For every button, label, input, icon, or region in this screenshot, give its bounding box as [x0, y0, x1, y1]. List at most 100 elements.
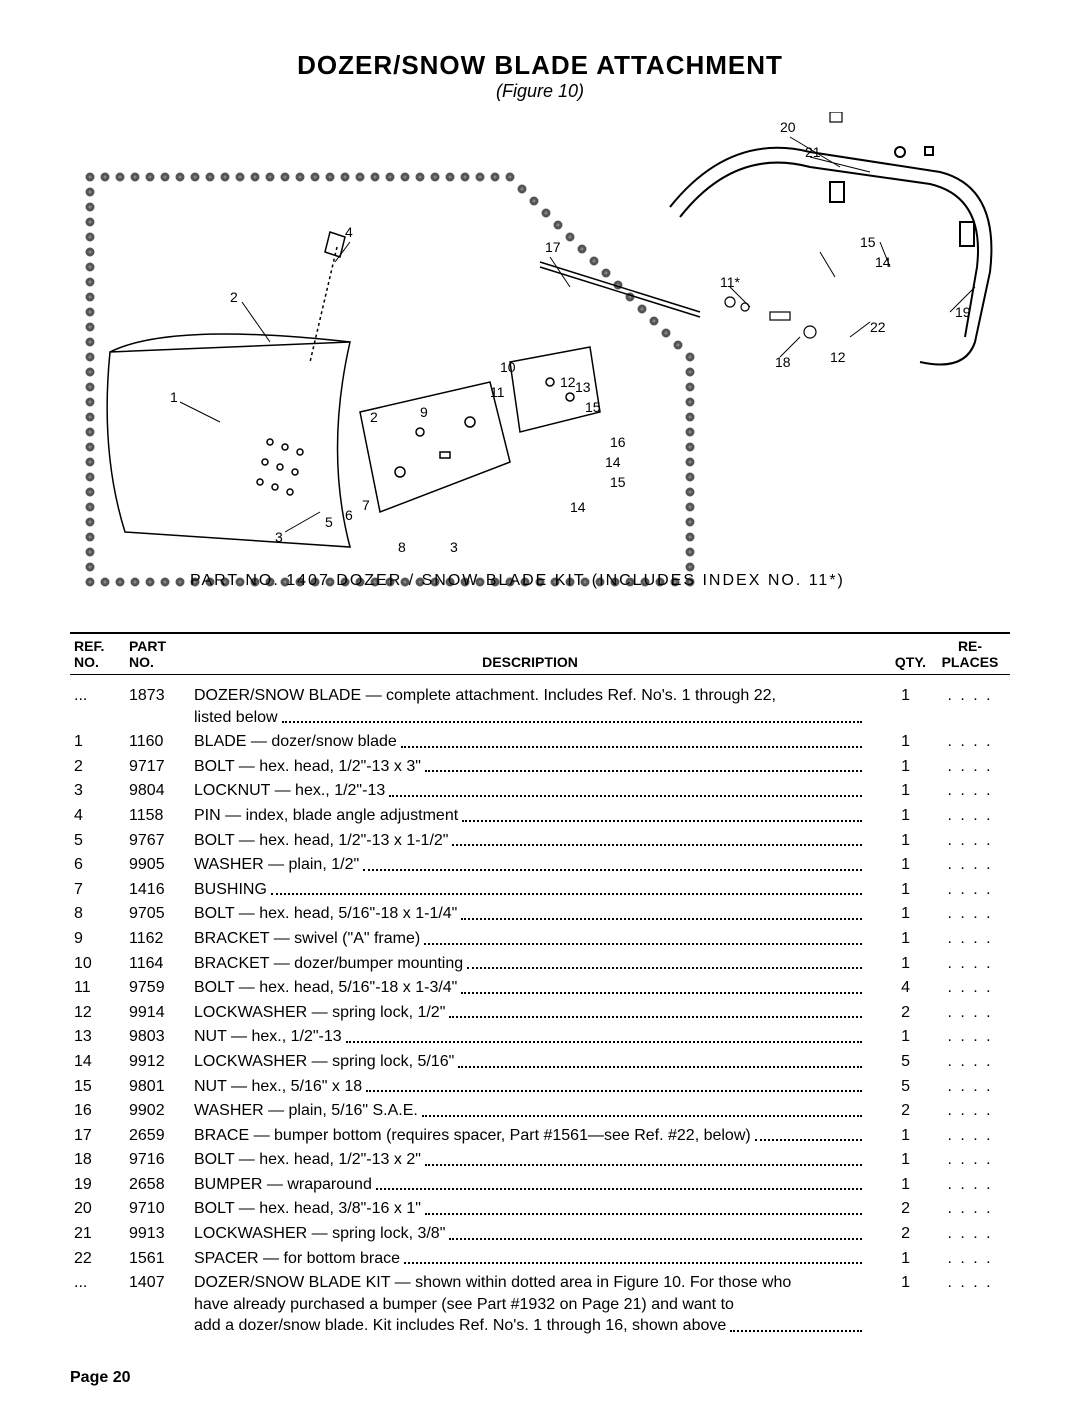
- table-row: 119759BOLT — hex. head, 5/16"-18 x 1-3/4…: [70, 976, 1010, 1001]
- cell-ref: 14: [70, 1049, 125, 1074]
- cell-ref: 5: [70, 828, 125, 853]
- cell-desc: BLADE — dozer/snow blade: [190, 730, 870, 755]
- col-part: PART NO.: [125, 633, 190, 675]
- cell-part: 9759: [125, 976, 190, 1001]
- table-row: 169902WASHER — plain, 5/16" S.A.E.2. . .…: [70, 1099, 1010, 1124]
- svg-text:22: 22: [870, 319, 886, 335]
- svg-text:16: 16: [610, 434, 626, 450]
- cell-ref: 2: [70, 754, 125, 779]
- svg-text:11*: 11*: [720, 274, 741, 290]
- cell-part: 9803: [125, 1025, 190, 1050]
- table-row: 29717BOLT — hex. head, 1/2"-13 x 3"1. . …: [70, 754, 1010, 779]
- svg-text:7: 7: [362, 497, 370, 513]
- cell-part: 2658: [125, 1172, 190, 1197]
- svg-text:15: 15: [860, 234, 876, 250]
- cell-desc: BOLT — hex. head, 1/2"-13 x 1-1/2": [190, 828, 870, 853]
- svg-text:14: 14: [875, 254, 891, 270]
- cell-part: 2659: [125, 1123, 190, 1148]
- cell-ref: ...: [70, 1271, 125, 1339]
- cell-ref: 19: [70, 1172, 125, 1197]
- table-row: 71416BUSHING1. . . .: [70, 877, 1010, 902]
- table-row: 209710BOLT — hex. head, 3/8"-16 x 1"2. .…: [70, 1197, 1010, 1222]
- cell-part: 1164: [125, 951, 190, 976]
- svg-text:4: 4: [345, 224, 353, 240]
- svg-text:1: 1: [170, 389, 178, 405]
- cell-replaces: . . . .: [930, 1099, 1010, 1124]
- cell-qty: 2: [870, 1099, 930, 1124]
- cell-ref: 11: [70, 976, 125, 1001]
- cell-part: 9710: [125, 1197, 190, 1222]
- svg-text:17: 17: [545, 239, 561, 255]
- svg-text:11: 11: [490, 384, 505, 400]
- cell-part: 9705: [125, 902, 190, 927]
- cell-qty: 1: [870, 779, 930, 804]
- table-row: 219913LOCKWASHER — spring lock, 3/8"2. .…: [70, 1222, 1010, 1247]
- page-subtitle: (Figure 10): [70, 81, 1010, 102]
- cell-desc: DOZER/SNOW BLADE — complete attachment. …: [190, 675, 870, 730]
- svg-text:3: 3: [275, 529, 283, 545]
- cell-replaces: . . . .: [930, 853, 1010, 878]
- svg-text:12: 12: [830, 349, 846, 365]
- cell-qty: 1: [870, 926, 930, 951]
- page-title: DOZER/SNOW BLADE ATTACHMENT: [70, 50, 1010, 81]
- cell-ref: 7: [70, 877, 125, 902]
- cell-part: 1162: [125, 926, 190, 951]
- cell-replaces: . . . .: [930, 803, 1010, 828]
- cell-replaces: . . . .: [930, 1025, 1010, 1050]
- cell-replaces: . . . .: [930, 902, 1010, 927]
- cell-part: 1158: [125, 803, 190, 828]
- cell-part: 1407: [125, 1271, 190, 1339]
- cell-desc: DOZER/SNOW BLADE KIT — shown within dott…: [190, 1271, 870, 1339]
- cell-replaces: . . . .: [930, 976, 1010, 1001]
- table-row: 149912LOCKWASHER — spring lock, 5/16"5. …: [70, 1049, 1010, 1074]
- svg-text:3: 3: [450, 539, 458, 555]
- cell-replaces: . . . .: [930, 1123, 1010, 1148]
- cell-replaces: . . . .: [930, 779, 1010, 804]
- cell-desc: BOLT — hex. head, 1/2"-13 x 2": [190, 1148, 870, 1173]
- svg-text:5: 5: [325, 514, 333, 530]
- cell-replaces: . . . .: [930, 1197, 1010, 1222]
- cell-qty: 5: [870, 1074, 930, 1099]
- cell-part: 1873: [125, 675, 190, 730]
- cell-replaces: . . . .: [930, 1049, 1010, 1074]
- cell-ref: 8: [70, 902, 125, 927]
- cell-ref: 1: [70, 730, 125, 755]
- cell-desc: WASHER — plain, 1/2": [190, 853, 870, 878]
- cell-replaces: . . . .: [930, 1000, 1010, 1025]
- cell-replaces: . . . .: [930, 1074, 1010, 1099]
- cell-qty: 1: [870, 1148, 930, 1173]
- cell-replaces: . . . .: [930, 1148, 1010, 1173]
- cell-qty: 4: [870, 976, 930, 1001]
- cell-desc: BOLT — hex. head, 5/16"-18 x 1-3/4": [190, 976, 870, 1001]
- cell-qty: 1: [870, 754, 930, 779]
- table-row: 89705BOLT — hex. head, 5/16"-18 x 1-1/4"…: [70, 902, 1010, 927]
- table-row: 129914LOCKWASHER — spring lock, 1/2"2. .…: [70, 1000, 1010, 1025]
- svg-text:2: 2: [370, 409, 378, 425]
- cell-qty: 1: [870, 803, 930, 828]
- cell-replaces: . . . .: [930, 1222, 1010, 1247]
- cell-qty: 1: [870, 675, 930, 730]
- page-number: Page 20: [70, 1369, 1010, 1387]
- svg-text:6: 6: [345, 507, 353, 523]
- cell-qty: 5: [870, 1049, 930, 1074]
- cell-ref: 17: [70, 1123, 125, 1148]
- cell-part: 9912: [125, 1049, 190, 1074]
- cell-part: 9767: [125, 828, 190, 853]
- cell-ref: 4: [70, 803, 125, 828]
- cell-part: 9801: [125, 1074, 190, 1099]
- table-row: 159801NUT — hex., 5/16" x 185. . . .: [70, 1074, 1010, 1099]
- cell-desc: BRACKET — dozer/bumper mounting: [190, 951, 870, 976]
- cell-ref: 18: [70, 1148, 125, 1173]
- svg-text:19: 19: [955, 304, 971, 320]
- table-row: ...1407DOZER/SNOW BLADE KIT — shown with…: [70, 1271, 1010, 1339]
- col-ref: REF. NO.: [70, 633, 125, 675]
- cell-desc: BRACE — bumper bottom (requires spacer, …: [190, 1123, 870, 1148]
- cell-replaces: . . . .: [930, 754, 1010, 779]
- svg-text:18: 18: [775, 354, 791, 370]
- diagram-caption: PART NO. 1407 DOZER / SNOW BLADE KIT (IN…: [190, 572, 845, 590]
- parts-table: REF. NO. PART NO. DESCRIPTION QTY. RE- P…: [70, 632, 1010, 1339]
- svg-text:10: 10: [500, 359, 516, 375]
- table-row: 69905WASHER — plain, 1/2"1. . . .: [70, 853, 1010, 878]
- cell-desc: SPACER — for bottom brace: [190, 1246, 870, 1271]
- cell-replaces: . . . .: [930, 1172, 1010, 1197]
